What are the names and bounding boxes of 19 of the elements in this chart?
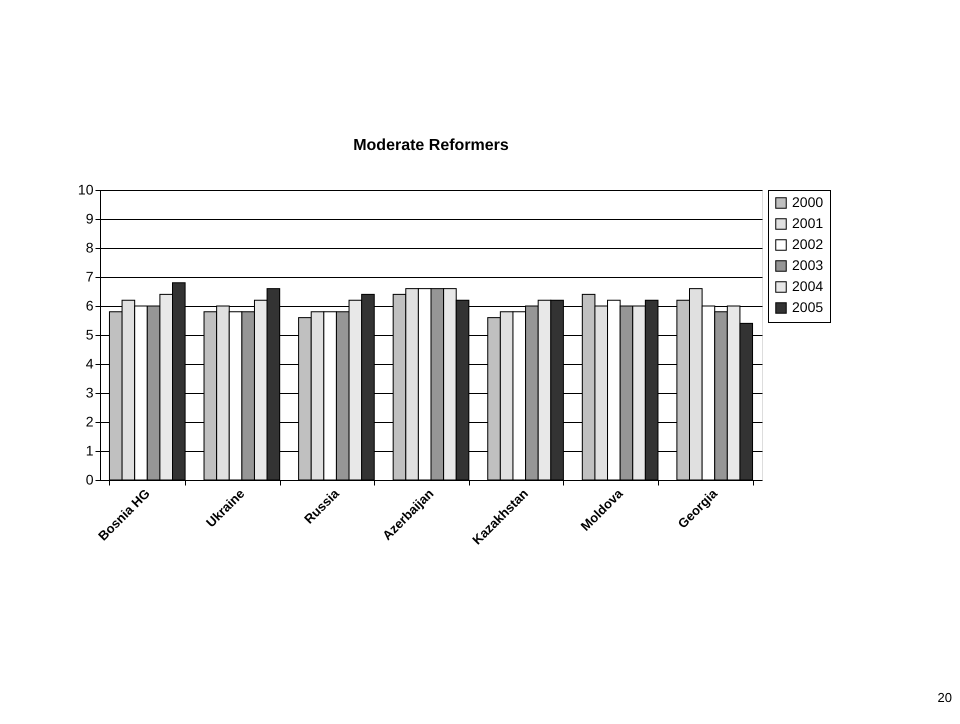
legend-label: 2005: [792, 299, 824, 315]
legend-label: 2004: [792, 278, 824, 294]
text: 20: [938, 690, 952, 705]
y-tick-label: 4: [86, 356, 94, 372]
y-tick-label: 5: [86, 326, 94, 342]
legend-label: 2003: [792, 257, 824, 273]
y-tick-label: 2: [86, 414, 94, 430]
y-tick-label: 3: [86, 384, 94, 400]
y-tick-label: 1: [86, 442, 94, 458]
y-tick-label: 6: [86, 298, 94, 314]
legend-label: 2001: [792, 215, 824, 231]
y-tick-label: 8: [86, 240, 94, 256]
y-tick-label: 10: [78, 182, 94, 198]
y-tick-label: 7: [86, 268, 94, 284]
y-tick-label: 9: [86, 210, 94, 226]
legend-label: 2000: [792, 194, 824, 210]
y-tick-label: 0: [86, 472, 94, 488]
legend-label: 2002: [792, 236, 824, 252]
chart-title: Moderate Reformers: [353, 137, 509, 154]
